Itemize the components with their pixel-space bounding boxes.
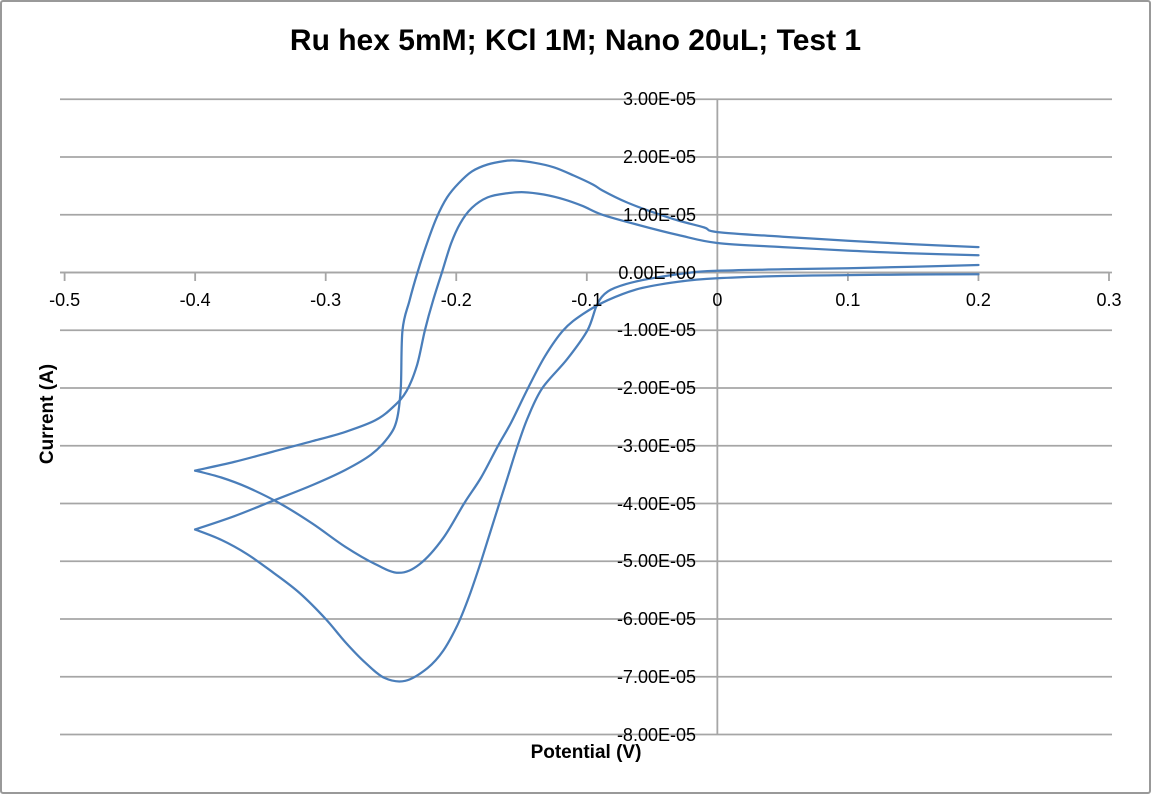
cv-curve-cycle-1-reverse-anodic-scan bbox=[193, 191, 980, 472]
y-tick-label: 2.00E-05 bbox=[622, 147, 696, 167]
y-tick-label: -1.00E-05 bbox=[616, 320, 696, 341]
cv-curve-cycle-2-forward-cathodic-scan bbox=[193, 263, 980, 683]
cv-curve-cycle-2-reverse-anodic-scan bbox=[193, 159, 980, 531]
x-tick-label: -0.1 bbox=[571, 290, 603, 310]
y-tick-label: -4.00E-05 bbox=[616, 493, 696, 514]
y-tick-label: 1.00E-05 bbox=[622, 204, 696, 225]
x-tick-label: -0.5 bbox=[49, 290, 81, 310]
y-tick-label: -8.00E-05 bbox=[616, 724, 696, 745]
y-tick-label: -7.00E-05 bbox=[616, 666, 696, 687]
y-tick-label: -2.00E-05 bbox=[616, 378, 696, 398]
x-tick-label: 0.1 bbox=[835, 290, 861, 310]
y-tick-label: -6.00E-05 bbox=[616, 609, 696, 629]
x-axis-title: Potential (V) bbox=[530, 742, 642, 763]
y-tick-label: 0.00E+00 bbox=[618, 262, 696, 283]
y-axis-title: Current (A) bbox=[37, 363, 58, 465]
x-tick-label: -0.2 bbox=[440, 290, 472, 310]
x-tick-label: -0.3 bbox=[310, 290, 342, 310]
x-tick-label: 0.3 bbox=[1096, 290, 1122, 310]
x-tick-label: 0.2 bbox=[965, 290, 991, 310]
x-tick-label: 0 bbox=[712, 290, 723, 310]
y-tick-label: 3.00E-05 bbox=[622, 89, 696, 110]
x-tick-label: -0.4 bbox=[179, 290, 211, 310]
y-tick-label: -5.00E-05 bbox=[616, 551, 696, 572]
cv-curve-cycle-1-forward-cathodic-scan bbox=[193, 273, 980, 574]
chart-title: Ru hex 5mM; KCl 1M; Nano 20uL; Test 1 bbox=[289, 24, 862, 57]
y-tick-label: -3.00E-05 bbox=[616, 435, 696, 456]
